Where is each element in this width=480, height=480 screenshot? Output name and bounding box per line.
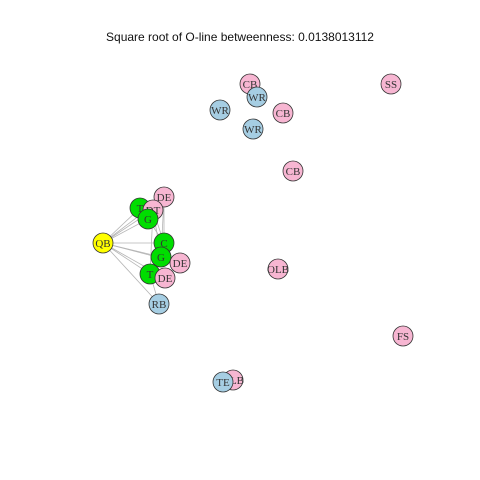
node-wr2: WR <box>209 99 231 121</box>
node-fs1: FS <box>392 325 414 347</box>
node-circle <box>150 246 172 268</box>
node-circle <box>380 73 402 95</box>
node-cb2: CB <box>272 102 294 124</box>
node-label: QB <box>95 238 110 250</box>
node-label: DE <box>173 258 188 270</box>
node-circle <box>209 99 231 121</box>
node-rb1: RB <box>148 293 170 315</box>
node-label: T <box>147 269 154 281</box>
node-circle <box>246 86 268 108</box>
node-label: CB <box>276 108 291 120</box>
node-label: C <box>160 238 167 250</box>
node-label: DE <box>157 192 172 204</box>
node-olb1: OLB <box>267 258 289 280</box>
node-circle <box>392 325 414 347</box>
node-de3: DE <box>154 267 176 289</box>
node-label: T <box>137 203 144 215</box>
node-circle <box>242 118 264 140</box>
node-cb3: CB <box>282 160 304 182</box>
node-label: G <box>144 214 152 226</box>
node-circle <box>272 102 294 124</box>
node-label: TE <box>216 377 230 389</box>
node-g1: G <box>137 208 159 230</box>
node-qb1: QB <box>92 232 114 254</box>
node-label: FS <box>397 331 409 343</box>
node-layer: CBWRSSWRCBWRCBDETDTGQBCGDETDERBOLBFSOLBT… <box>92 73 414 393</box>
node-label: WR <box>248 92 266 104</box>
node-label: G <box>157 252 165 264</box>
node-circle <box>137 208 159 230</box>
node-circle <box>154 267 176 289</box>
node-circle <box>148 293 170 315</box>
graph-title: Square root of O-line betweenness: 0.013… <box>106 30 374 44</box>
node-circle <box>282 160 304 182</box>
node-wr1: WR <box>246 86 268 108</box>
node-label: CB <box>286 166 301 178</box>
node-circle <box>267 258 289 280</box>
edge-qb1-rb1 <box>102 242 160 305</box>
node-label: SS <box>385 79 397 91</box>
node-circle <box>92 232 114 254</box>
node-wr3: WR <box>242 118 264 140</box>
node-label: WR <box>244 124 262 136</box>
node-label: DE <box>158 273 173 285</box>
node-label: OLB <box>267 264 289 276</box>
node-circle <box>212 371 234 393</box>
node-label: RB <box>152 299 167 311</box>
node-ss1: SS <box>380 73 402 95</box>
node-g2: G <box>150 246 172 268</box>
node-label: WR <box>211 105 229 117</box>
node-circle <box>169 252 191 274</box>
node-te1: TE <box>212 371 234 393</box>
node-de2: DE <box>169 252 191 274</box>
